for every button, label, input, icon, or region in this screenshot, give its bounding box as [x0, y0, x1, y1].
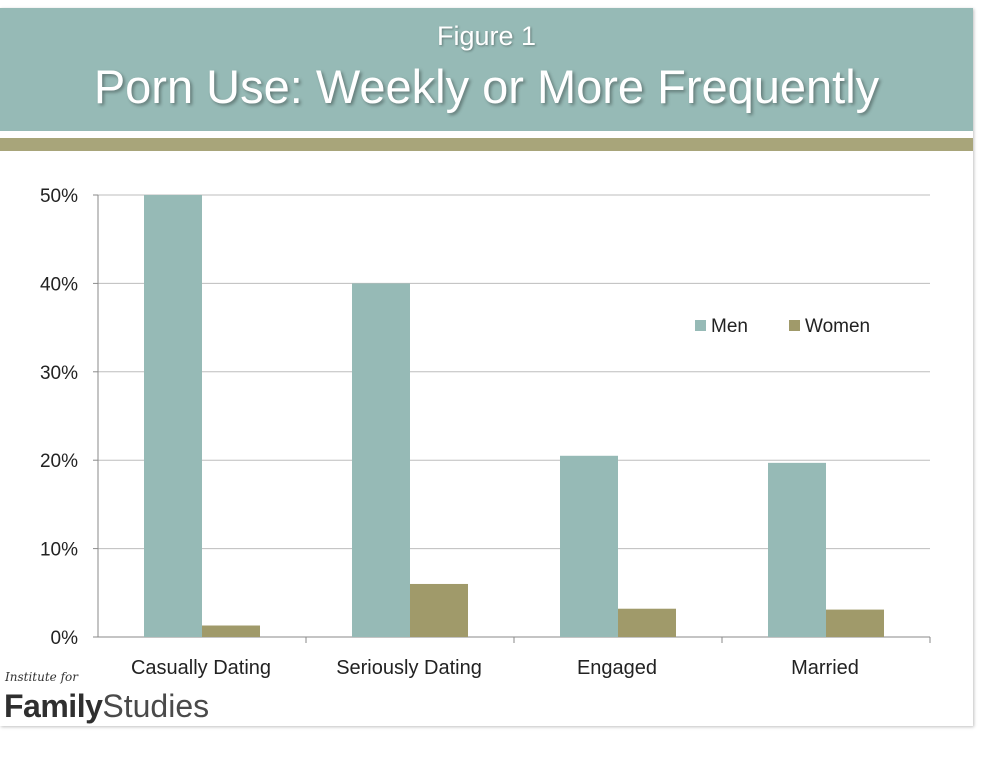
legend-swatch-women — [789, 320, 800, 331]
y-tick-label: 40% — [40, 274, 78, 295]
legend-label-men: Men — [711, 316, 748, 337]
legend-swatch-men — [695, 320, 706, 331]
x-tick-label: Seriously Dating — [336, 657, 482, 679]
y-tick-label: 20% — [40, 451, 78, 472]
bar-men — [768, 462, 826, 637]
y-tick-label: 0% — [51, 628, 79, 649]
bar-men — [144, 195, 202, 637]
x-tick-label: Married — [791, 657, 859, 679]
y-tick-label: 50% — [40, 186, 78, 207]
chart-title: Porn Use: Weekly or More Frequently — [93, 60, 880, 113]
figure-label: Figure 1 — [436, 21, 537, 51]
bar-women — [618, 608, 676, 637]
x-tick-label: Casually Dating — [131, 657, 271, 679]
y-tick-label: 10% — [40, 540, 78, 561]
y-tick-label: 30% — [40, 363, 78, 384]
accent-bar — [0, 138, 973, 151]
bar-women — [410, 583, 468, 637]
institute-logo: FamilyStudies — [4, 688, 209, 725]
figure-header: Figure 1 Porn Use: Weekly or More Freque… — [0, 8, 973, 131]
bar-men — [352, 283, 410, 637]
bar-women — [826, 609, 884, 637]
header-divider — [0, 131, 973, 138]
bar-women — [202, 625, 260, 637]
bar-men — [560, 455, 618, 637]
logo-family-text: Family — [4, 688, 103, 724]
logo-institute-text: Institute for — [5, 670, 78, 684]
x-tick-label: Engaged — [577, 657, 657, 679]
logo-studies-text: Studies — [102, 688, 210, 724]
legend-label-women: Women — [805, 316, 870, 337]
